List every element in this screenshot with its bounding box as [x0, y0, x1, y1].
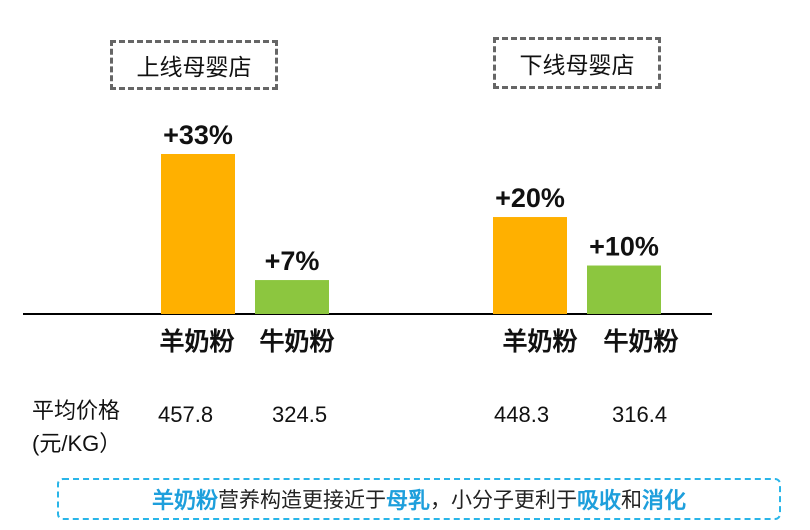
category-label: 羊奶粉	[159, 327, 234, 356]
footer-segment: 营养构造更接近于	[217, 489, 386, 512]
category-label: 牛奶粉	[259, 327, 334, 356]
footer-segment: 母乳	[385, 488, 430, 513]
avg-price-label-line1: 平均价格	[32, 398, 121, 423]
bar-1-0	[493, 217, 567, 314]
bar-1-1	[587, 265, 661, 314]
category-label: 牛奶粉	[603, 327, 678, 356]
footer-segment: ，小分子更利于	[430, 489, 577, 512]
footer-segment: 羊奶粉	[151, 488, 218, 513]
price-cow-offline: 316.4	[612, 402, 668, 427]
bar-value-label: +10%	[589, 232, 659, 262]
bar-value-label: +7%	[265, 246, 320, 276]
bar-value-label: +20%	[495, 183, 565, 213]
price-cow-online: 324.5	[272, 402, 328, 427]
bar-0-0	[161, 154, 235, 314]
avg-price-label: 平均价格 (元/KG）	[32, 394, 121, 460]
footer-segment: 吸收	[577, 488, 622, 513]
footer-segment: 和	[621, 489, 643, 512]
price-goat-online: 457.8	[158, 402, 214, 427]
price-goat-offline: 448.3	[494, 402, 550, 427]
avg-price-label-line2: (元/KG）	[32, 431, 122, 456]
online-store-label: 上线母婴店	[110, 40, 278, 90]
footer-segment: 消化	[642, 488, 687, 513]
offline-store-label: 下线母婴店	[493, 37, 661, 89]
bar-0-1	[255, 280, 329, 314]
footer-note: 羊奶粉 营养构造更接近于 母乳 ，小分子更利于 吸收和消化	[57, 478, 781, 520]
bar-value-label: +33%	[163, 120, 233, 150]
category-label: 羊奶粉	[502, 327, 577, 356]
